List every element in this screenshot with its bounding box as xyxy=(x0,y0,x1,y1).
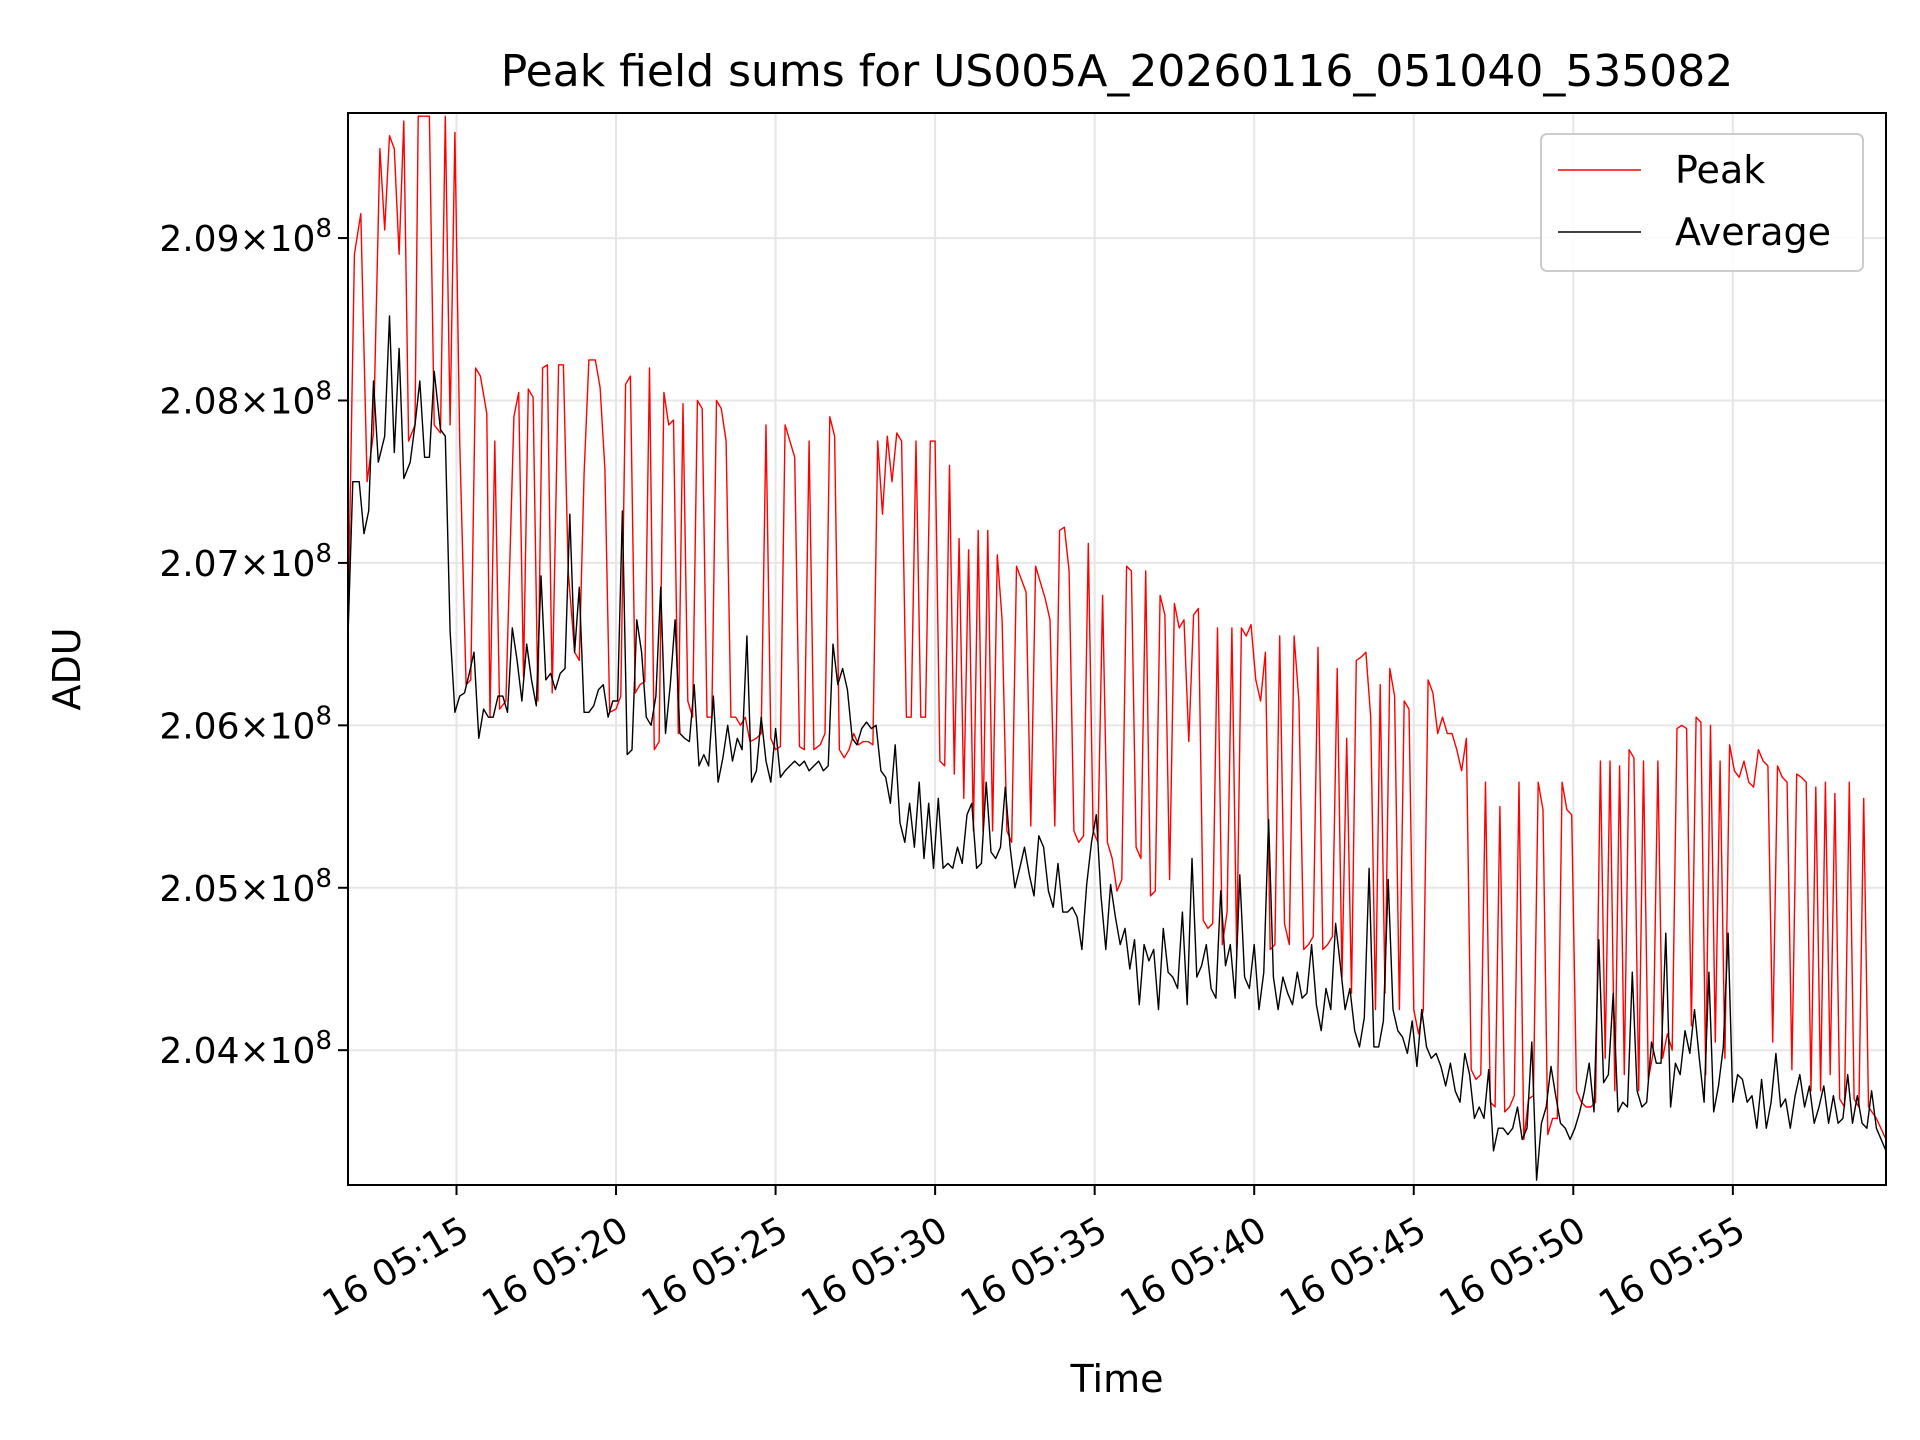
y-tick-exponent: 8 xyxy=(315,539,332,569)
y-tick-mantissa: 2.09 xyxy=(159,219,239,260)
y-tick-label: 2.08×108 xyxy=(159,376,332,422)
plot-frame xyxy=(347,112,1887,1186)
y-tick-exponent: 8 xyxy=(315,864,332,894)
y-tick-mantissa: 2.05 xyxy=(159,869,239,910)
y-axis-label: ADU xyxy=(45,627,89,710)
y-tick-base: ×10 xyxy=(239,869,315,910)
y-tick-exponent: 8 xyxy=(315,214,332,244)
y-tick-label: 2.07×108 xyxy=(159,539,332,585)
y-tick-mantissa: 2.06 xyxy=(159,706,239,747)
y-tick-base: ×10 xyxy=(239,706,315,747)
legend-label-peak: Peak xyxy=(1675,148,1765,192)
y-tick-label: 2.05×108 xyxy=(159,864,332,910)
y-tick-base: ×10 xyxy=(239,544,315,585)
y-tick-mantissa: 2.08 xyxy=(159,381,239,422)
y-tick-base: ×10 xyxy=(239,219,315,260)
y-tick-exponent: 8 xyxy=(315,701,332,731)
y-tick-base: ×10 xyxy=(239,1031,315,1072)
y-tick-label: 2.06×108 xyxy=(159,701,332,747)
legend: Peak Average xyxy=(1540,133,1864,272)
y-tick-exponent: 8 xyxy=(315,376,332,406)
y-tick-mantissa: 2.07 xyxy=(159,544,239,585)
y-tick-label: 2.09×108 xyxy=(159,214,332,260)
chart-title: Peak field sums for US005A_20260116_0510… xyxy=(501,46,1734,97)
plot-lines xyxy=(348,115,1886,1181)
y-tick-label: 2.04×108 xyxy=(159,1026,332,1072)
series-line-peak xyxy=(348,115,1886,1141)
series-line-average xyxy=(348,315,1886,1181)
y-tick-mantissa: 2.04 xyxy=(159,1031,239,1072)
legend-label-average: Average xyxy=(1675,210,1831,254)
y-tick-exponent: 8 xyxy=(315,1026,332,1056)
legend-box xyxy=(1540,133,1864,272)
x-axis-label: Time xyxy=(1070,1357,1164,1401)
y-tick-base: ×10 xyxy=(239,381,315,422)
